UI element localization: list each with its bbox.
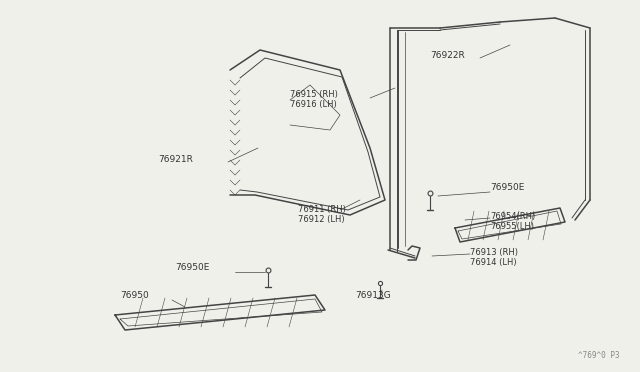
- Text: 76915 (RH)
76916 (LH): 76915 (RH) 76916 (LH): [290, 90, 338, 109]
- Text: 76922R: 76922R: [430, 51, 465, 60]
- Text: 76913 (RH)
76914 (LH): 76913 (RH) 76914 (LH): [470, 248, 518, 267]
- Text: ^769^0 P3: ^769^0 P3: [579, 351, 620, 360]
- Text: 76911 (RH)
76912 (LH): 76911 (RH) 76912 (LH): [298, 205, 346, 224]
- Text: 76921R: 76921R: [158, 155, 193, 164]
- Text: 76950: 76950: [120, 291, 148, 299]
- Text: 76950E: 76950E: [490, 183, 524, 192]
- Text: 76950E: 76950E: [175, 263, 209, 273]
- Text: 76954(RH)
76955(LH): 76954(RH) 76955(LH): [490, 212, 535, 231]
- Text: 76913G: 76913G: [355, 291, 391, 299]
